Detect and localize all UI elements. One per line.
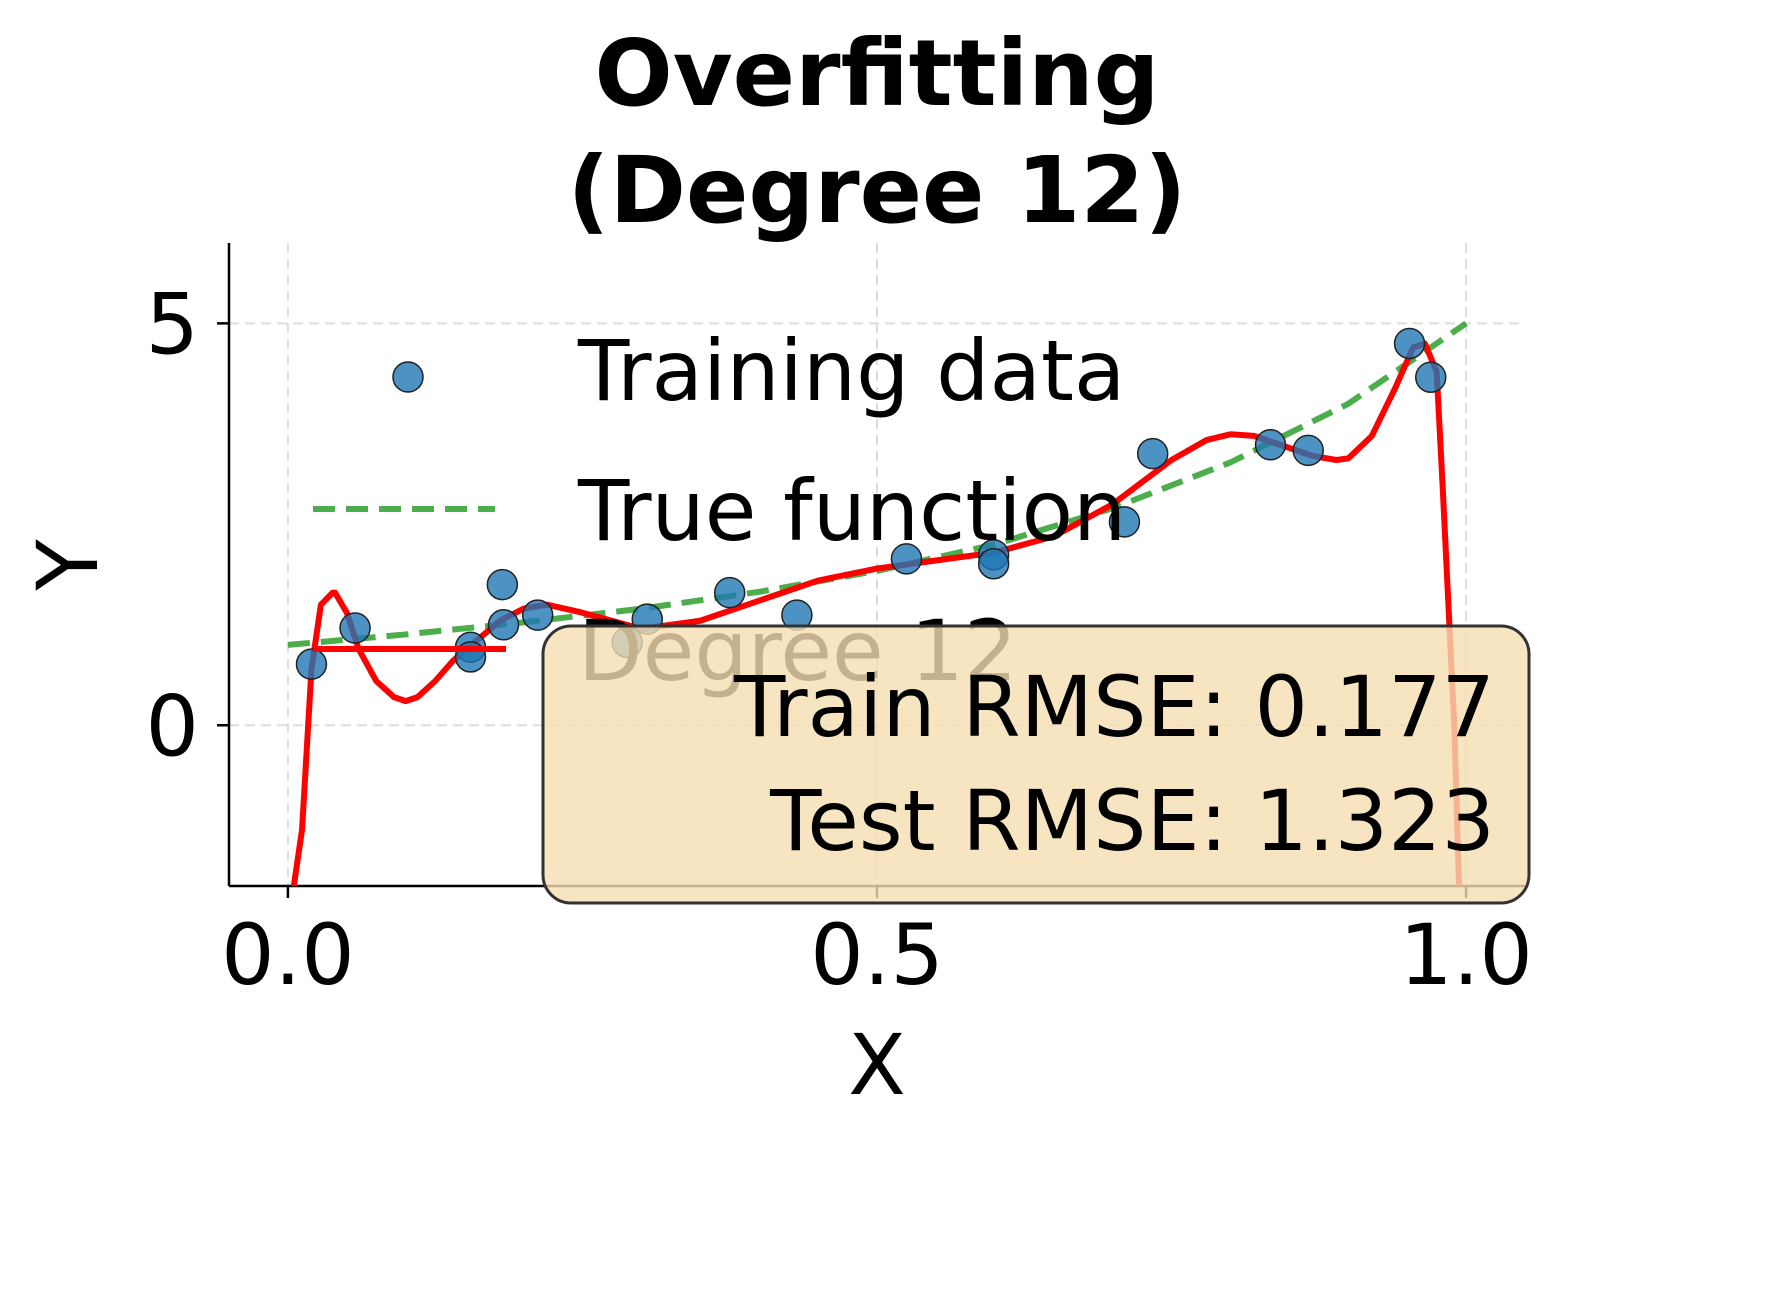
- chart-title-line2: (Degree 12): [568, 137, 1187, 244]
- test-rmse-text: Test RMSE: 1.323: [769, 772, 1495, 870]
- training-point: [713, 576, 746, 609]
- degree-12-fit-line: [290, 340, 1463, 887]
- training-point: [486, 568, 519, 601]
- chart-title-line1: Overfitting: [595, 20, 1160, 127]
- y-tick-label: 0: [146, 677, 199, 775]
- training-point: [1254, 428, 1287, 461]
- training-point: [1393, 327, 1426, 360]
- legend-label-true-function: True function: [577, 462, 1126, 560]
- x-ticks: 0.0 0.5 1.0: [221, 886, 1533, 1004]
- training-point: [1108, 506, 1141, 538]
- rmse-annotation: Train RMSE: 0.177 Test RMSE: 1.323: [541, 624, 1531, 905]
- training-point: [295, 648, 328, 680]
- training-point: [487, 609, 520, 641]
- train-rmse-text: Train RMSE: 0.177: [733, 658, 1495, 756]
- training-point: [1292, 434, 1324, 467]
- y-tick-label: 5: [146, 275, 199, 373]
- training-point: [521, 599, 554, 631]
- x-tick-label: 0.5: [810, 906, 944, 1004]
- y-axis-label: Y: [19, 539, 117, 592]
- legend-marker-training-data: [392, 361, 424, 393]
- x-tick-label: 1.0: [1399, 906, 1533, 1004]
- training-point: [1136, 437, 1169, 470]
- training-point: [890, 543, 923, 575]
- rmse-annotation-box: [541, 624, 1531, 905]
- y-ticks: 05: [146, 275, 229, 775]
- x-axis-label: X: [848, 1016, 906, 1114]
- training-point: [977, 547, 1010, 580]
- training-point: [339, 612, 371, 644]
- x-tick-label: 0.0: [221, 906, 355, 1004]
- training-point: [1414, 361, 1447, 393]
- legend-label-training-data: Training data: [577, 322, 1125, 420]
